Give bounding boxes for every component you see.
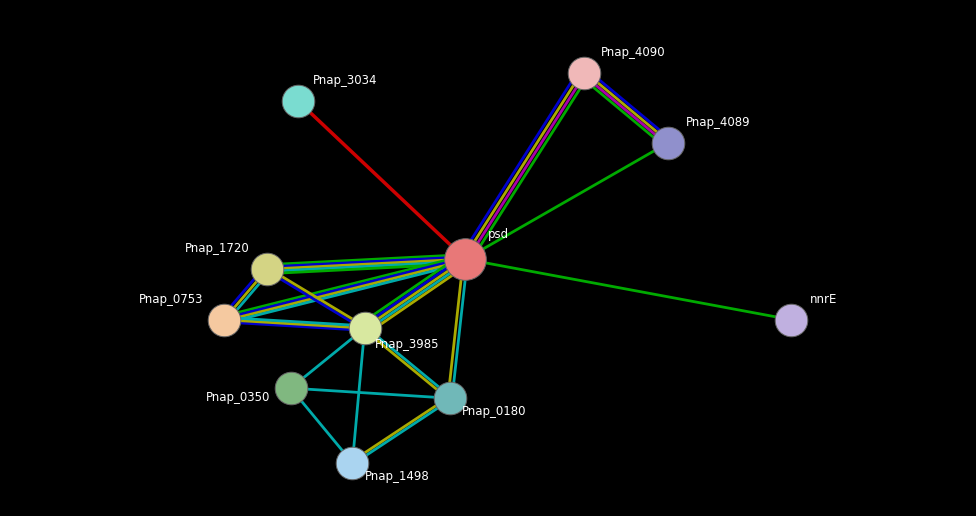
Point (216, 316, 231, 324)
Point (290, 97, 305, 105)
Point (345, 459, 360, 467)
Point (442, 394, 458, 402)
Text: Pnap_0753: Pnap_0753 (139, 293, 203, 305)
Text: Pnap_3985: Pnap_3985 (375, 337, 439, 350)
Text: nnrE: nnrE (809, 293, 837, 305)
Point (660, 139, 675, 147)
Text: Pnap_1498: Pnap_1498 (365, 471, 429, 483)
Point (458, 255, 473, 263)
Text: Pnap_0180: Pnap_0180 (463, 405, 527, 418)
Text: Pnap_0350: Pnap_0350 (206, 391, 269, 404)
Point (260, 265, 275, 273)
Text: Pnap_1720: Pnap_1720 (184, 242, 250, 255)
Text: Pnap_4089: Pnap_4089 (686, 116, 751, 129)
Point (283, 384, 299, 392)
Text: psd: psd (488, 228, 509, 241)
Point (576, 69, 591, 77)
Text: Pnap_4090: Pnap_4090 (601, 46, 666, 59)
Point (357, 324, 373, 332)
Text: Pnap_3034: Pnap_3034 (313, 74, 378, 87)
Point (784, 316, 799, 324)
